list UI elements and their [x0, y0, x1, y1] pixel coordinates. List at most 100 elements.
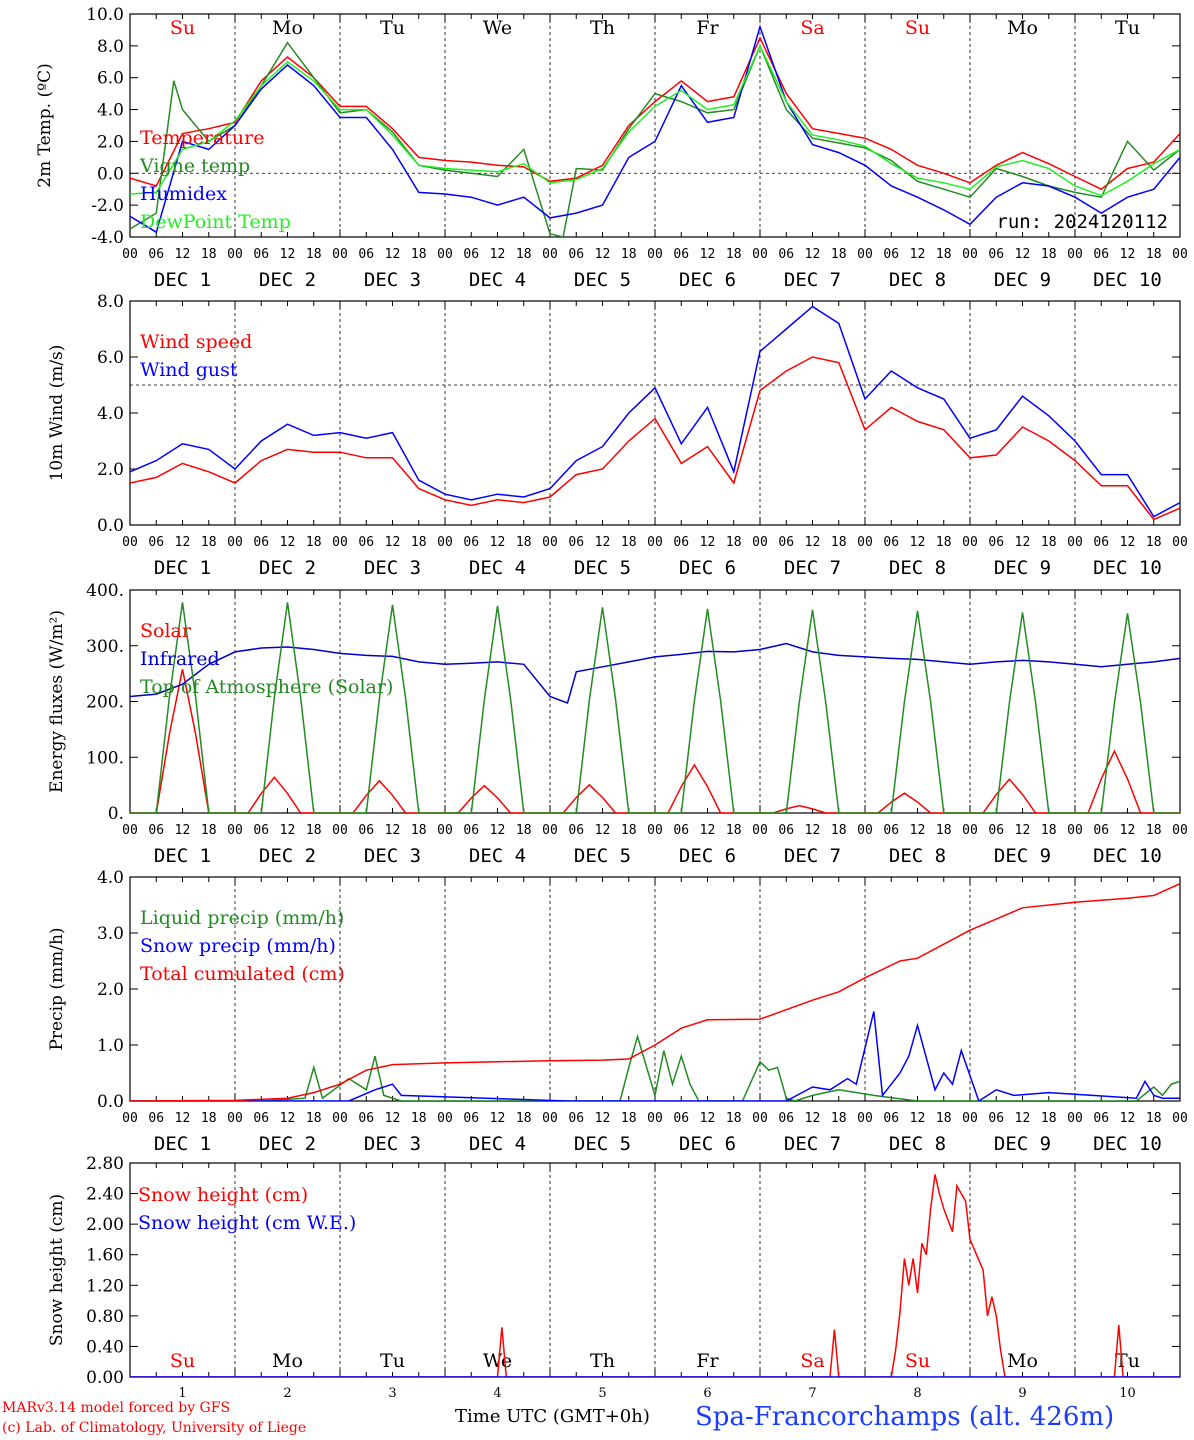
- hour-tick-label: 18: [516, 247, 532, 262]
- hour-tick-label: 00: [752, 1111, 768, 1126]
- hour-tick-label: 00: [647, 247, 663, 262]
- date-label: DEC 7: [784, 845, 841, 867]
- y-tick-label: 0.40: [86, 1337, 124, 1357]
- legend-entry: Top of Atmosphere (Solar): [140, 676, 393, 698]
- hour-tick-label: 12: [280, 535, 296, 550]
- series-line: [130, 642, 1180, 704]
- hour-tick-label: 18: [306, 535, 322, 550]
- hour-tick-label: 12: [1015, 535, 1031, 550]
- hour-tick-label: 00: [437, 247, 453, 262]
- hour-tick-label: 18: [1146, 1111, 1162, 1126]
- day-number: 6: [703, 1386, 711, 1401]
- hour-tick-label: 12: [385, 1111, 401, 1126]
- plot-frame: [129, 300, 1181, 526]
- hour-tick-label: 12: [1015, 823, 1031, 838]
- date-label: DEC 3: [364, 557, 421, 579]
- hour-tick-label: 06: [988, 247, 1004, 262]
- hour-tick-label: 18: [1041, 823, 1057, 838]
- hour-tick-label: 06: [778, 823, 794, 838]
- y-tick-label: 0.: [108, 804, 124, 824]
- date-label: DEC 6: [679, 1133, 736, 1155]
- run-label: run: 2024120112: [996, 211, 1168, 233]
- day-name: Su: [170, 1350, 195, 1372]
- day-name: Sa: [800, 1350, 824, 1372]
- hour-tick-label: 06: [883, 823, 899, 838]
- day-number: 9: [1018, 1386, 1026, 1401]
- hour-tick-label: 00: [122, 247, 138, 262]
- y-tick-label: 3.0: [97, 924, 124, 944]
- date-label: DEC 8: [889, 845, 946, 867]
- hour-tick-label: 18: [1146, 823, 1162, 838]
- day-name: Mo: [1007, 1350, 1038, 1372]
- hour-tick-label: 06: [568, 247, 584, 262]
- date-label: DEC 8: [889, 1133, 946, 1155]
- date-label: DEC 10: [1093, 557, 1162, 579]
- y-tick-label: -4.0: [91, 228, 124, 248]
- hour-tick-label: 06: [673, 535, 689, 550]
- hour-tick-label: 06: [148, 823, 164, 838]
- hour-tick-label: 12: [1015, 247, 1031, 262]
- hour-tick-label: 00: [542, 823, 558, 838]
- hour-tick-label: 06: [253, 247, 269, 262]
- hour-tick-label: 12: [700, 247, 716, 262]
- hour-tick-label: 18: [1146, 535, 1162, 550]
- day-name: Tu: [380, 1350, 405, 1372]
- y-tick-label: -2.0: [91, 196, 124, 216]
- hour-tick-label: 06: [778, 247, 794, 262]
- hour-tick-label: 12: [490, 535, 506, 550]
- hour-tick-label: 00: [1067, 1111, 1083, 1126]
- hour-tick-label: 18: [831, 823, 847, 838]
- legend-entry: Humidex: [140, 183, 227, 205]
- y-tick-label: 4.0: [97, 868, 124, 888]
- day-name: Su: [170, 17, 195, 39]
- hour-tick-label: 12: [490, 247, 506, 262]
- hour-tick-label: 06: [988, 535, 1004, 550]
- date-label: DEC 3: [364, 1133, 421, 1155]
- hour-tick-label: 00: [542, 535, 558, 550]
- hour-tick-label: 00: [647, 823, 663, 838]
- hour-tick-label: 18: [621, 247, 637, 262]
- hour-tick-label: 06: [253, 1111, 269, 1126]
- day-number: 2: [283, 1386, 291, 1401]
- series-line: [130, 356, 1180, 521]
- panel-4: 0.0 1.0 2.0 3.0 4.0 Precip (mm/h) 00 06 12 18 00 06…: [47, 868, 1188, 1155]
- y-tick-label: 2.40: [86, 1185, 124, 1205]
- hour-tick-label: 18: [1041, 247, 1057, 262]
- hour-tick-label: 00: [437, 535, 453, 550]
- hour-tick-label: 06: [1093, 247, 1109, 262]
- hour-tick-label: 18: [411, 247, 427, 262]
- hour-tick-label: 12: [1120, 823, 1136, 838]
- copyright-credit: (c) Lab. of Climatology, University of L…: [2, 1420, 307, 1436]
- y-tick-label: 0.80: [86, 1307, 124, 1327]
- hour-tick-label: 18: [726, 247, 742, 262]
- hour-tick-label: 12: [805, 1111, 821, 1126]
- hour-tick-label: 06: [148, 247, 164, 262]
- panel-3: 0. 100. 200. 300. 400. Energy fluxes (W/m²) 00…: [47, 581, 1188, 867]
- hour-tick-label: 18: [411, 823, 427, 838]
- date-label: DEC 5: [574, 1133, 631, 1155]
- series-line: [130, 36, 1180, 191]
- y-tick-label: 10.0: [86, 5, 124, 25]
- day-name: Th: [590, 17, 615, 39]
- hour-tick-label: 18: [516, 535, 532, 550]
- hour-tick-label: 18: [726, 1111, 742, 1126]
- date-label: DEC 9: [994, 845, 1051, 867]
- legend-entry: Wind speed: [140, 331, 252, 353]
- y-tick-label: 300.: [86, 637, 124, 657]
- hour-tick-label: 12: [910, 823, 926, 838]
- hour-tick-label: 18: [726, 535, 742, 550]
- hour-tick-label: 12: [490, 823, 506, 838]
- hour-tick-label: 06: [883, 535, 899, 550]
- date-label: DEC 6: [679, 557, 736, 579]
- hour-tick-label: 18: [306, 247, 322, 262]
- date-label: DEC 4: [469, 845, 526, 867]
- hour-tick-label: 18: [1146, 247, 1162, 262]
- legend-entry: Infrared: [140, 648, 220, 670]
- day-number: 5: [598, 1386, 606, 1401]
- day-number: 3: [388, 1386, 396, 1401]
- hour-tick-label: 18: [1041, 1111, 1057, 1126]
- y-tick-label: 4.0: [97, 404, 124, 424]
- hour-tick-label: 12: [700, 823, 716, 838]
- hour-tick-label: 18: [411, 535, 427, 550]
- hour-tick-label: 06: [1093, 1111, 1109, 1126]
